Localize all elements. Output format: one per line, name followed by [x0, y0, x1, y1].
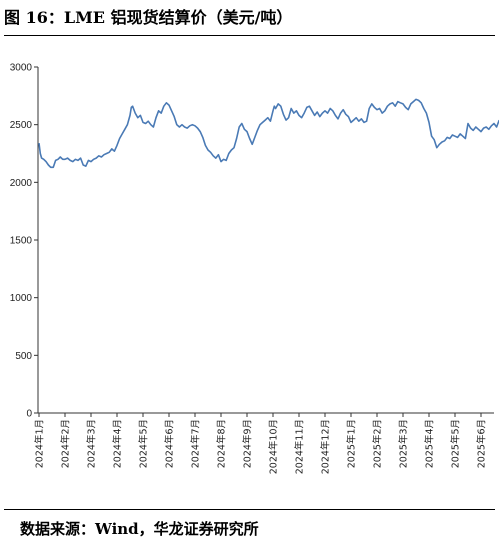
x-tick-label: 2024年7月 — [190, 419, 202, 468]
x-tick-label: 2024年5月 — [138, 419, 150, 468]
series-layer — [38, 98, 499, 169]
title-rule — [4, 35, 495, 36]
x-tick-label: 2024年9月 — [242, 419, 254, 468]
x-tick-label: 2025年2月 — [372, 419, 384, 468]
y-tick-label: 1000 — [10, 293, 33, 304]
x-tick-label: 2024年1月 — [34, 419, 46, 468]
y-tick-label: 1500 — [10, 236, 33, 247]
y-tick-label: 2500 — [10, 120, 33, 131]
y-tick-label: 500 — [15, 351, 32, 362]
x-tick-label: 2025年3月 — [398, 419, 410, 468]
price-series-line — [38, 98, 499, 169]
chart-title: 图 16：LME 铝现货结算价（美元/吨） — [4, 8, 293, 27]
x-tick-label: 2025年5月 — [450, 419, 462, 468]
x-tick-label: 2024年2月 — [60, 419, 72, 468]
x-tick-label: 2024年10月 — [268, 419, 280, 474]
x-tick-label: 2024年4月 — [112, 419, 124, 468]
source-rule — [4, 509, 495, 510]
x-tick-label: 2025年4月 — [424, 419, 436, 468]
x-axis: 2024年1月 2024年2月 2024年3月 2024年4月 2024年5月 2024年… — [34, 412, 494, 474]
y-tick-label: 0 — [26, 409, 32, 420]
x-tick-label: 2025年6月 — [476, 419, 488, 468]
x-tick-label: 2024年12月 — [320, 419, 332, 474]
x-tick-label: 2024年8月 — [216, 419, 228, 468]
x-tick-label: 2025年1月 — [346, 419, 358, 468]
x-tick-label: 2024年6月 — [164, 419, 176, 468]
x-tick-label: 2024年3月 — [86, 419, 98, 468]
y-axis: 0 500 1000 1500 2000 2500 3000 — [10, 63, 39, 420]
source-note: 数据来源：Wind，华龙证券研究所 — [20, 520, 259, 538]
y-tick-label: 3000 — [10, 63, 33, 74]
x-tick-label: 2024年11月 — [294, 419, 306, 474]
y-tick-label: 2000 — [10, 178, 33, 189]
